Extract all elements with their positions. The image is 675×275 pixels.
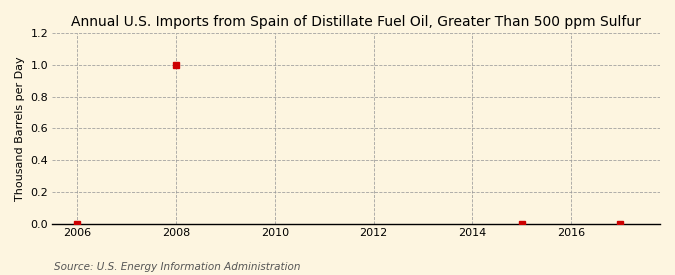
Y-axis label: Thousand Barrels per Day: Thousand Barrels per Day <box>15 56 25 201</box>
Title: Annual U.S. Imports from Spain of Distillate Fuel Oil, Greater Than 500 ppm Sulf: Annual U.S. Imports from Spain of Distil… <box>72 15 641 29</box>
Text: Source: U.S. Energy Information Administration: Source: U.S. Energy Information Administ… <box>54 262 300 272</box>
